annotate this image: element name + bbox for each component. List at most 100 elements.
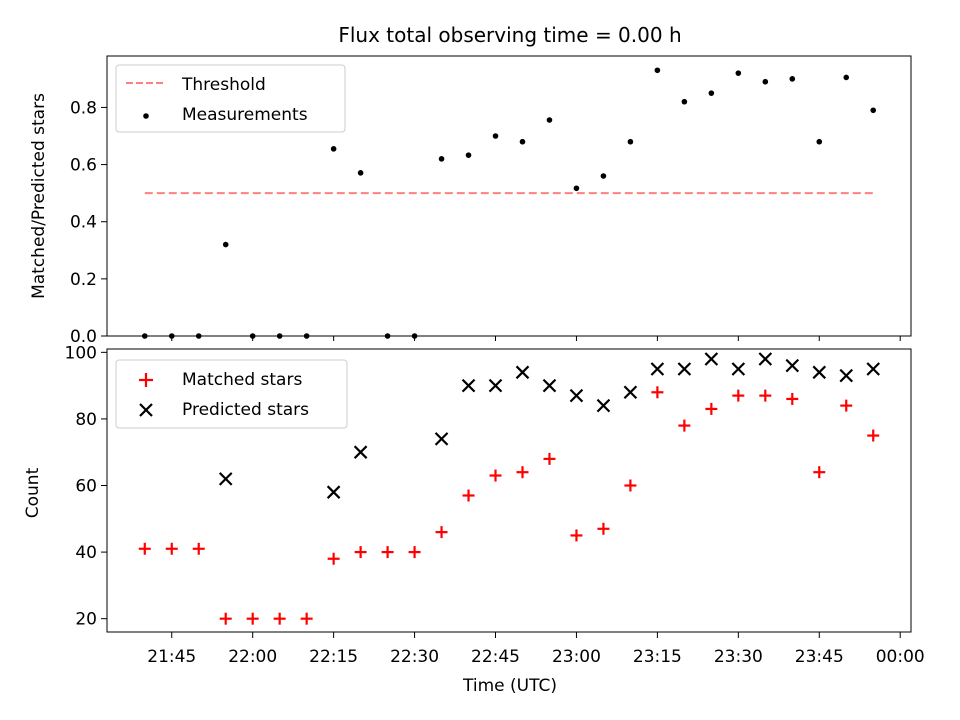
predicted-star-point (542, 378, 557, 393)
matched-star-point (435, 526, 448, 539)
chart-title: Flux total observing time = 0.00 h (338, 23, 681, 47)
matched-star-point (813, 466, 826, 479)
predicted-star-x-b (461, 378, 476, 393)
bottom-legend-matched-swatch (139, 373, 153, 387)
bottom-x-tick-label: 23:15 (633, 647, 682, 667)
measurement-point (222, 241, 229, 248)
measurement-point (843, 74, 850, 81)
predicted-star-point (785, 358, 800, 373)
predicted-star-x-b (758, 352, 773, 366)
predicted-star-point (515, 365, 530, 380)
bottom-y-tick-label: 60 (75, 477, 97, 497)
bottom-x-tick-label: 23:45 (795, 647, 844, 667)
measurement-point (573, 185, 580, 192)
matched-star-point (327, 552, 340, 565)
measurements-series (141, 67, 877, 339)
top-legend-box (115, 64, 346, 133)
top-legend-measurements-swatch (143, 113, 149, 119)
predicted-star-x-b (785, 358, 800, 373)
matched-star-point (246, 612, 259, 625)
measurement-point (357, 170, 364, 176)
predicted-star-x-b (434, 432, 449, 446)
top-axes-frame (106, 55, 912, 337)
matched-star-point (165, 542, 178, 555)
matched-star-point (381, 546, 394, 559)
predicted-star-point (650, 362, 665, 376)
predicted-star-point (461, 378, 476, 393)
bottom-legend-predicted-label: Predicted stars (182, 400, 309, 420)
top-y-axis-label: Matched/Predicted stars (29, 93, 49, 299)
bottom-x-tick-label: 22:15 (309, 647, 358, 667)
measurement-point (519, 138, 526, 145)
measurement-point (816, 138, 823, 145)
predicted-star-x-b (839, 368, 854, 383)
predicted-star-x-b (731, 362, 746, 376)
predicted-star-point (569, 388, 584, 403)
bottom-x-tick-label: 22:45 (471, 647, 520, 667)
measurement-point (735, 70, 742, 76)
measurement-point (465, 152, 472, 158)
matched-star-point (489, 469, 502, 482)
predicted-star-point (812, 365, 827, 380)
predicted-star-point (758, 352, 773, 366)
matched-star-point (867, 429, 880, 442)
predicted-star-point (839, 368, 854, 383)
predicted-star-point (677, 362, 692, 376)
predicted-star-x-b (704, 352, 719, 366)
matched-star-point (354, 546, 367, 559)
top-y-tick-label: 0.0 (70, 327, 97, 347)
matched-star-point (678, 419, 691, 432)
predicted-star-x-b (326, 485, 341, 499)
bottom-y-axis-label: Count (23, 467, 43, 518)
predicted-star-x-b (488, 378, 503, 393)
matched-star-point (300, 612, 313, 625)
bottom-x-tick-label: 22:30 (390, 647, 439, 667)
predicted-star-x-b (623, 385, 638, 400)
matched-star-point (570, 529, 583, 542)
bottom-y-tick-label: 100 (65, 343, 97, 363)
bottom-x-tick-label: 23:00 (552, 647, 601, 667)
predicted-star-x-b (542, 378, 557, 393)
bottom-y-tick-label: 40 (75, 543, 97, 563)
measurement-point (627, 138, 634, 145)
bottom-panel: 20 40 60 80 100 21:45 22:00 22:15 22:30 22:45 23:0… (23, 343, 925, 696)
matched-star-point (219, 612, 232, 625)
predicted-star-point (704, 352, 719, 366)
top-panel: 0.00.20.40.60.8 Matched/Predicted stars … (29, 55, 912, 347)
predicted-star-x-b (218, 472, 233, 486)
bottom-axes-frame (106, 348, 912, 633)
top-axis-ticks: 0.0 0.2 0.4 0.6 0.8 (70, 98, 901, 347)
measurement-point (600, 173, 607, 179)
predicted-star-x-b (677, 362, 692, 376)
measurement-point (681, 98, 688, 105)
bottom-legend-box (115, 359, 348, 429)
measurement-point (654, 67, 661, 74)
matched-star-point (732, 389, 745, 402)
predicted-star-x-b (515, 365, 530, 380)
top-legend-threshold-label: Threshold (181, 75, 266, 95)
measurement-point (789, 76, 796, 82)
measurement-point (438, 156, 445, 162)
predicted-star-point (623, 385, 638, 400)
predicted-star-x-b (650, 362, 665, 376)
matched-star-point (624, 479, 637, 492)
predicted-star-point (434, 432, 449, 446)
top-y-tick-label: 0.4 (70, 213, 97, 233)
matched-star-point (597, 522, 610, 535)
top-legend: Threshold Measurements (115, 64, 346, 133)
matched-star-point (651, 386, 664, 399)
bottom-y-tick-label: 80 (75, 410, 97, 430)
bottom-x-tick-label: 00:00 (876, 647, 925, 667)
predicted-star-point (596, 398, 611, 413)
matched-star-point (462, 489, 475, 502)
matched-star-point (138, 542, 151, 555)
bottom-x-tick-label: 21:45 (147, 647, 196, 667)
predicted-star-point (866, 362, 881, 376)
top-legend-measurements-label: Measurements (182, 105, 308, 125)
matched-star-point (408, 546, 421, 559)
predicted-star-x-b (569, 388, 584, 403)
measurement-point (330, 146, 337, 152)
matched-star-point (786, 392, 799, 405)
predicted-star-x-b (596, 398, 611, 413)
